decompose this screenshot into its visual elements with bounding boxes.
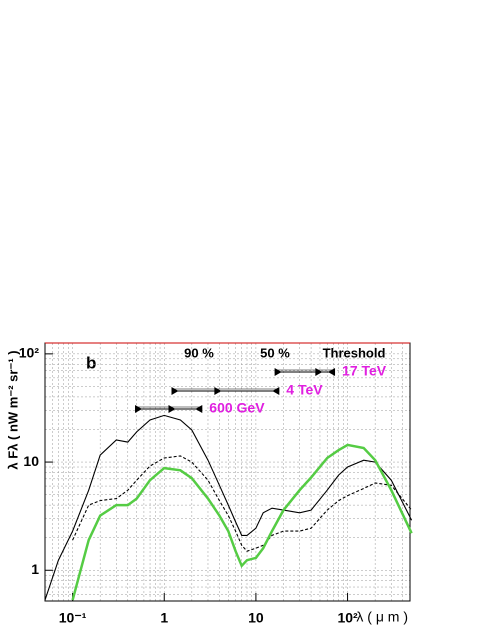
series-line (71, 443, 413, 601)
marker-threshold (328, 368, 336, 376)
range-header: Threshold (323, 345, 386, 360)
y-tick-label: 10² (19, 345, 40, 361)
range-header: 90 % (184, 345, 214, 360)
series-line (44, 414, 413, 601)
marker-50 (214, 387, 222, 395)
energy-label: 17 TeV (342, 363, 387, 379)
plot-frame (44, 342, 411, 602)
energy-label: 600 GeV (209, 400, 265, 416)
y-tick-label: 10 (23, 453, 39, 469)
x-tick-label: 10² (337, 610, 358, 626)
marker-50 (315, 368, 323, 376)
energy-label: 4 TeV (286, 382, 323, 398)
marker-90 (171, 387, 179, 395)
x-axis-label: λ ( μ m ) (356, 609, 408, 625)
marker-threshold (272, 387, 280, 395)
marker-90 (274, 368, 282, 376)
x-tick-label: 10⁻¹ (59, 610, 87, 626)
panel-label: b (86, 353, 96, 372)
marker-threshold (195, 405, 203, 413)
y-axis-label: λ Fλ ( nW m⁻² sr⁻¹ ) (5, 350, 20, 469)
range-header: 50 % (260, 345, 290, 360)
series-line (72, 455, 413, 552)
x-tick-label: 10 (248, 610, 264, 626)
y-tick-label: 1 (31, 561, 39, 577)
marker-90 (135, 405, 143, 413)
marker-50 (168, 405, 176, 413)
x-tick-label: 1 (160, 610, 168, 626)
